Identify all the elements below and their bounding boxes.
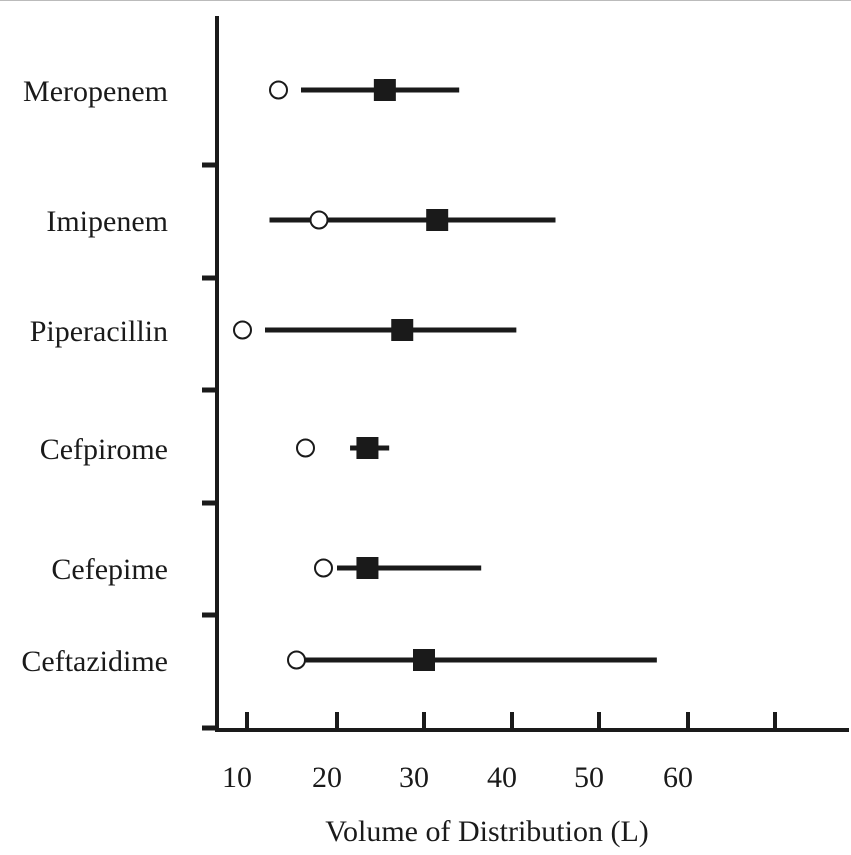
x-tick-label: 60: [663, 761, 693, 794]
open-circle-marker: [233, 320, 252, 340]
filled-square-marker: [373, 79, 396, 101]
filled-square-marker: [413, 649, 435, 671]
filled-square-marker: [391, 319, 414, 341]
x-tick-label: 50: [574, 761, 604, 794]
y-axis-ticks: [202, 162, 217, 731]
x-axis-title: Volume of Distribution (L): [325, 815, 649, 848]
open-circle-marker: [287, 650, 306, 670]
open-circle-marker: [309, 210, 329, 230]
category-labels: Meropenem Imipenem Piperacillin Cefpirome Ce…: [21, 75, 168, 678]
data-marks: [233, 79, 657, 671]
open-circle-marker: [296, 438, 315, 458]
x-axis-ticks: [245, 712, 777, 730]
filled-square-marker: [426, 209, 449, 231]
filled-square-marker: [356, 437, 379, 459]
category-label: Cefpirome: [40, 433, 168, 466]
open-circle-marker: [269, 80, 288, 100]
x-axis-tick-labels: 10 20 30 40 50 60: [222, 761, 693, 794]
x-tick-label: 30: [399, 761, 429, 794]
open-circle-marker: [314, 558, 333, 578]
x-tick-label: 10: [222, 761, 252, 794]
category-label: Piperacillin: [30, 315, 168, 348]
x-tick-label: 40: [487, 761, 517, 794]
top-border-line: [0, 0, 851, 1]
category-label: Cefepime: [51, 553, 168, 586]
category-label: Imipenem: [46, 205, 168, 238]
category-label: Meropenem: [23, 75, 168, 108]
filled-square-marker: [356, 557, 379, 579]
category-label: Ceftazidime: [21, 645, 168, 678]
x-tick-label: 20: [312, 761, 342, 794]
